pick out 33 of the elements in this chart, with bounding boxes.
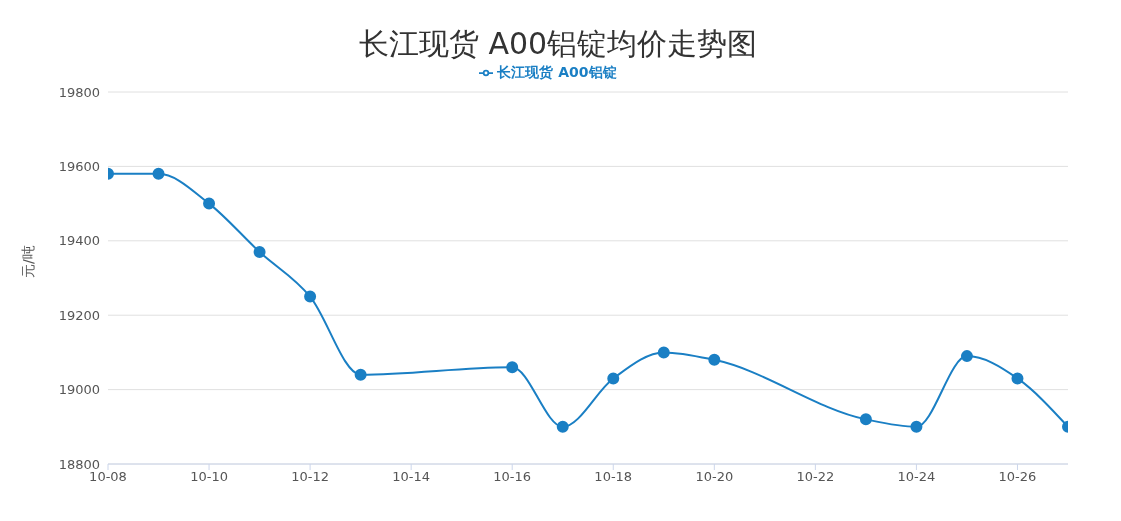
x-tick-label: 10-08 (89, 469, 127, 485)
y-tick-label: 19200 (58, 307, 100, 323)
point (960, 350, 973, 363)
x-tick-label: 10-16 (493, 469, 532, 485)
chart-title: 长江现货 A00铝锭均价走势图 (357, 25, 759, 63)
point (708, 353, 721, 366)
point (1011, 372, 1024, 385)
y-tick-label: 18800 (58, 456, 100, 472)
point (253, 245, 266, 258)
point (859, 413, 872, 426)
point (657, 346, 670, 359)
x-tick-label: 10-26 (998, 469, 1037, 485)
x-tick-label: 10-18 (594, 469, 633, 485)
point (354, 368, 367, 381)
legend-label: 长江现货 A00铝锭 (497, 64, 617, 80)
x-tick-label: 10-10 (190, 469, 228, 485)
y-tick-label: 19600 (58, 159, 100, 175)
x-tick-label: 10-22 (796, 469, 835, 485)
x-tick-label: 10-20 (695, 469, 734, 485)
y-tick-label: 19000 (58, 382, 100, 398)
x-tick-label: 10-12 (291, 469, 329, 485)
y-tick-label: 19800 (58, 84, 100, 100)
point (506, 361, 519, 374)
y-axis-title: 元/吨 (19, 245, 36, 278)
x-tick-label: 10-14 (392, 469, 431, 485)
point (910, 420, 923, 433)
point (304, 290, 317, 303)
point (556, 420, 569, 433)
point (152, 167, 165, 180)
point (203, 197, 216, 210)
y-tick-label: 19400 (58, 233, 100, 249)
x-tick-label: 10-24 (897, 469, 936, 485)
point (607, 372, 620, 385)
